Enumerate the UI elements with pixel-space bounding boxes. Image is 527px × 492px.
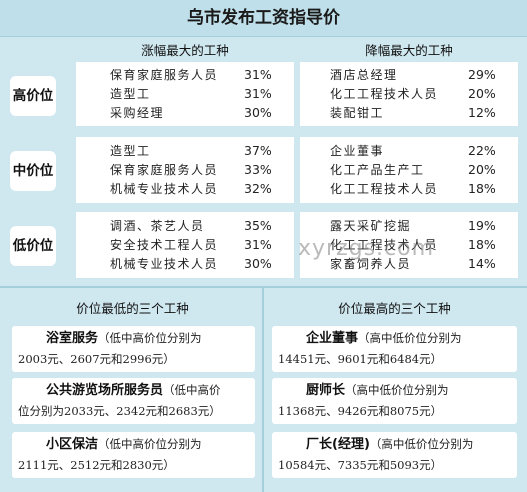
table-row: 企业董事 22% bbox=[300, 142, 518, 160]
highest-card: 厂长(经理)（高中低价位分别为 10584元、7335元和5093元） bbox=[272, 432, 517, 478]
job-detail: （高中低价位分别为 bbox=[369, 437, 474, 451]
job-name: 装配钳工 bbox=[330, 106, 385, 120]
job-title: 公共游览场所服务员 bbox=[46, 383, 164, 398]
job-name: 安全技术工程人员 bbox=[110, 238, 219, 252]
tier-high-rise-cell: 保育家庭服务人员 31% 造型工 31% 采购经理 30% bbox=[76, 62, 294, 126]
job-name: 露天采矿挖掘 bbox=[330, 219, 412, 233]
job-percent: 33% bbox=[244, 162, 272, 177]
table-row: 造型工 31% bbox=[76, 85, 294, 103]
table-row: 化工产品生产工 20% bbox=[300, 161, 518, 179]
table-row: 化工工程技术人员 18% bbox=[300, 236, 518, 254]
job-detail: 10584元、7335元和5093元） bbox=[278, 458, 443, 472]
table-row: 保育家庭服务人员 31% bbox=[76, 66, 294, 84]
rise-header: 涨幅最大的工种 bbox=[76, 40, 294, 62]
section-divider bbox=[0, 286, 527, 288]
job-detail: 2003元、2607元和2996元） bbox=[18, 352, 175, 366]
job-percent: 20% bbox=[468, 162, 496, 177]
job-name: 保育家庭服务人员 bbox=[110, 163, 219, 177]
job-title: 浴室服务 bbox=[46, 331, 99, 346]
tier-mid-fall-cell: 企业董事 22% 化工产品生产工 20% 化工工程技术人员 18% bbox=[300, 137, 518, 203]
table-row: 露天采矿挖掘 19% bbox=[300, 217, 518, 235]
job-detail: 14451元、9601元和6484元） bbox=[278, 352, 443, 366]
job-detail: （低中高价位分别为 bbox=[98, 437, 202, 451]
job-title: 企业董事 bbox=[306, 331, 359, 346]
table-row: 化工工程技术人员 18% bbox=[300, 180, 518, 198]
table-row: 造型工 37% bbox=[76, 142, 294, 160]
highest-paid-header: 价位最高的三个工种 bbox=[338, 301, 451, 316]
job-name: 化工工程技术人员 bbox=[330, 182, 439, 196]
table-row: 采购经理 30% bbox=[76, 104, 294, 122]
job-percent: 22% bbox=[468, 143, 496, 158]
tier-high-fall-cell: 酒店总经理 29% 化工工程技术人员 20% 装配钳工 12% bbox=[300, 62, 518, 126]
tier-low-rise-cell: 调酒、茶艺人员 35% 安全技术工程人员 31% 机械专业技术人员 30% bbox=[76, 212, 294, 278]
job-name: 采购经理 bbox=[110, 106, 165, 120]
job-detail: （高中低价位分别为 bbox=[358, 331, 462, 345]
job-percent: 29% bbox=[468, 67, 496, 82]
tier-label-mid: 中价位 bbox=[10, 151, 56, 191]
table-row: 保育家庭服务人员 33% bbox=[76, 161, 294, 179]
job-detail: 位分别为2033元、2342元和2683元） bbox=[18, 404, 221, 418]
job-name: 机械专业技术人员 bbox=[110, 182, 219, 196]
job-name: 调酒、茶艺人员 bbox=[110, 219, 205, 233]
job-name: 家畜饲养人员 bbox=[330, 257, 412, 271]
column-divider bbox=[262, 288, 264, 492]
job-detail: 2111元、2512元和2830元） bbox=[18, 458, 175, 472]
job-name: 酒店总经理 bbox=[330, 68, 398, 82]
table-row: 安全技术工程人员 31% bbox=[76, 236, 294, 254]
job-percent: 31% bbox=[244, 237, 272, 252]
watermark: xyrzgs.com bbox=[298, 236, 435, 261]
job-percent: 31% bbox=[244, 86, 272, 101]
job-percent: 20% bbox=[468, 86, 496, 101]
tier-label-low: 低价位 bbox=[10, 226, 56, 266]
job-title: 厂长(经理) bbox=[306, 437, 370, 452]
tier-low-fall-cell: 露天采矿挖掘 19% 化工工程技术人员 18% 家畜饲养人员 14% bbox=[300, 212, 518, 278]
highest-card: 企业董事（高中低价位分别为 14451元、9601元和6484元） bbox=[272, 326, 517, 372]
job-percent: 30% bbox=[244, 105, 272, 120]
job-percent: 31% bbox=[244, 67, 272, 82]
job-title: 小区保洁 bbox=[46, 437, 99, 452]
job-name: 造型工 bbox=[110, 87, 151, 101]
job-name: 化工产品生产工 bbox=[330, 163, 425, 177]
job-percent: 37% bbox=[244, 143, 272, 158]
job-detail: （低中高价 bbox=[163, 383, 221, 397]
job-name: 化工工程技术人员 bbox=[330, 238, 439, 252]
job-name: 机械专业技术人员 bbox=[110, 257, 219, 271]
job-detail: 11368元、9426元和8075元） bbox=[278, 404, 443, 418]
job-percent: 32% bbox=[244, 181, 272, 196]
job-percent: 12% bbox=[468, 105, 496, 120]
page-title: 乌市发布工资指导价 bbox=[0, 0, 527, 37]
job-percent: 30% bbox=[244, 256, 272, 271]
job-name: 化工工程技术人员 bbox=[330, 87, 439, 101]
job-percent: 18% bbox=[468, 181, 496, 196]
job-detail: （低中高价位分别为 bbox=[98, 331, 202, 345]
table-row: 酒店总经理 29% bbox=[300, 66, 518, 84]
lowest-card: 浴室服务（低中高价位分别为 2003元、2607元和2996元） bbox=[12, 326, 255, 372]
table-row: 机械专业技术人员 32% bbox=[76, 180, 294, 198]
table-row: 家畜饲养人员 14% bbox=[300, 255, 518, 273]
job-name: 企业董事 bbox=[330, 144, 385, 158]
job-percent: 35% bbox=[244, 218, 272, 233]
job-name: 保育家庭服务人员 bbox=[110, 68, 219, 82]
tier-mid-rise-cell: 造型工 37% 保育家庭服务人员 33% 机械专业技术人员 32% bbox=[76, 137, 294, 203]
lowest-card: 公共游览场所服务员（低中高价 位分别为2033元、2342元和2683元） bbox=[12, 378, 255, 424]
lowest-paid-header: 价位最低的三个工种 bbox=[76, 301, 189, 316]
job-percent: 14% bbox=[468, 256, 496, 271]
tier-label-high: 高价位 bbox=[10, 76, 56, 116]
job-name: 造型工 bbox=[110, 144, 151, 158]
table-row: 调酒、茶艺人员 35% bbox=[76, 217, 294, 235]
job-percent: 18% bbox=[468, 237, 496, 252]
job-detail: （高中低价位分别为 bbox=[345, 383, 449, 397]
job-percent: 19% bbox=[468, 218, 496, 233]
table-row: 机械专业技术人员 30% bbox=[76, 255, 294, 273]
lowest-card: 小区保洁（低中高价位分别为 2111元、2512元和2830元） bbox=[12, 432, 255, 478]
table-row: 化工工程技术人员 20% bbox=[300, 85, 518, 103]
job-title: 厨师长 bbox=[306, 383, 346, 398]
highest-card: 厨师长（高中低价位分别为 11368元、9426元和8075元） bbox=[272, 378, 517, 424]
fall-header: 降幅最大的工种 bbox=[300, 40, 518, 62]
table-row: 装配钳工 12% bbox=[300, 104, 518, 122]
